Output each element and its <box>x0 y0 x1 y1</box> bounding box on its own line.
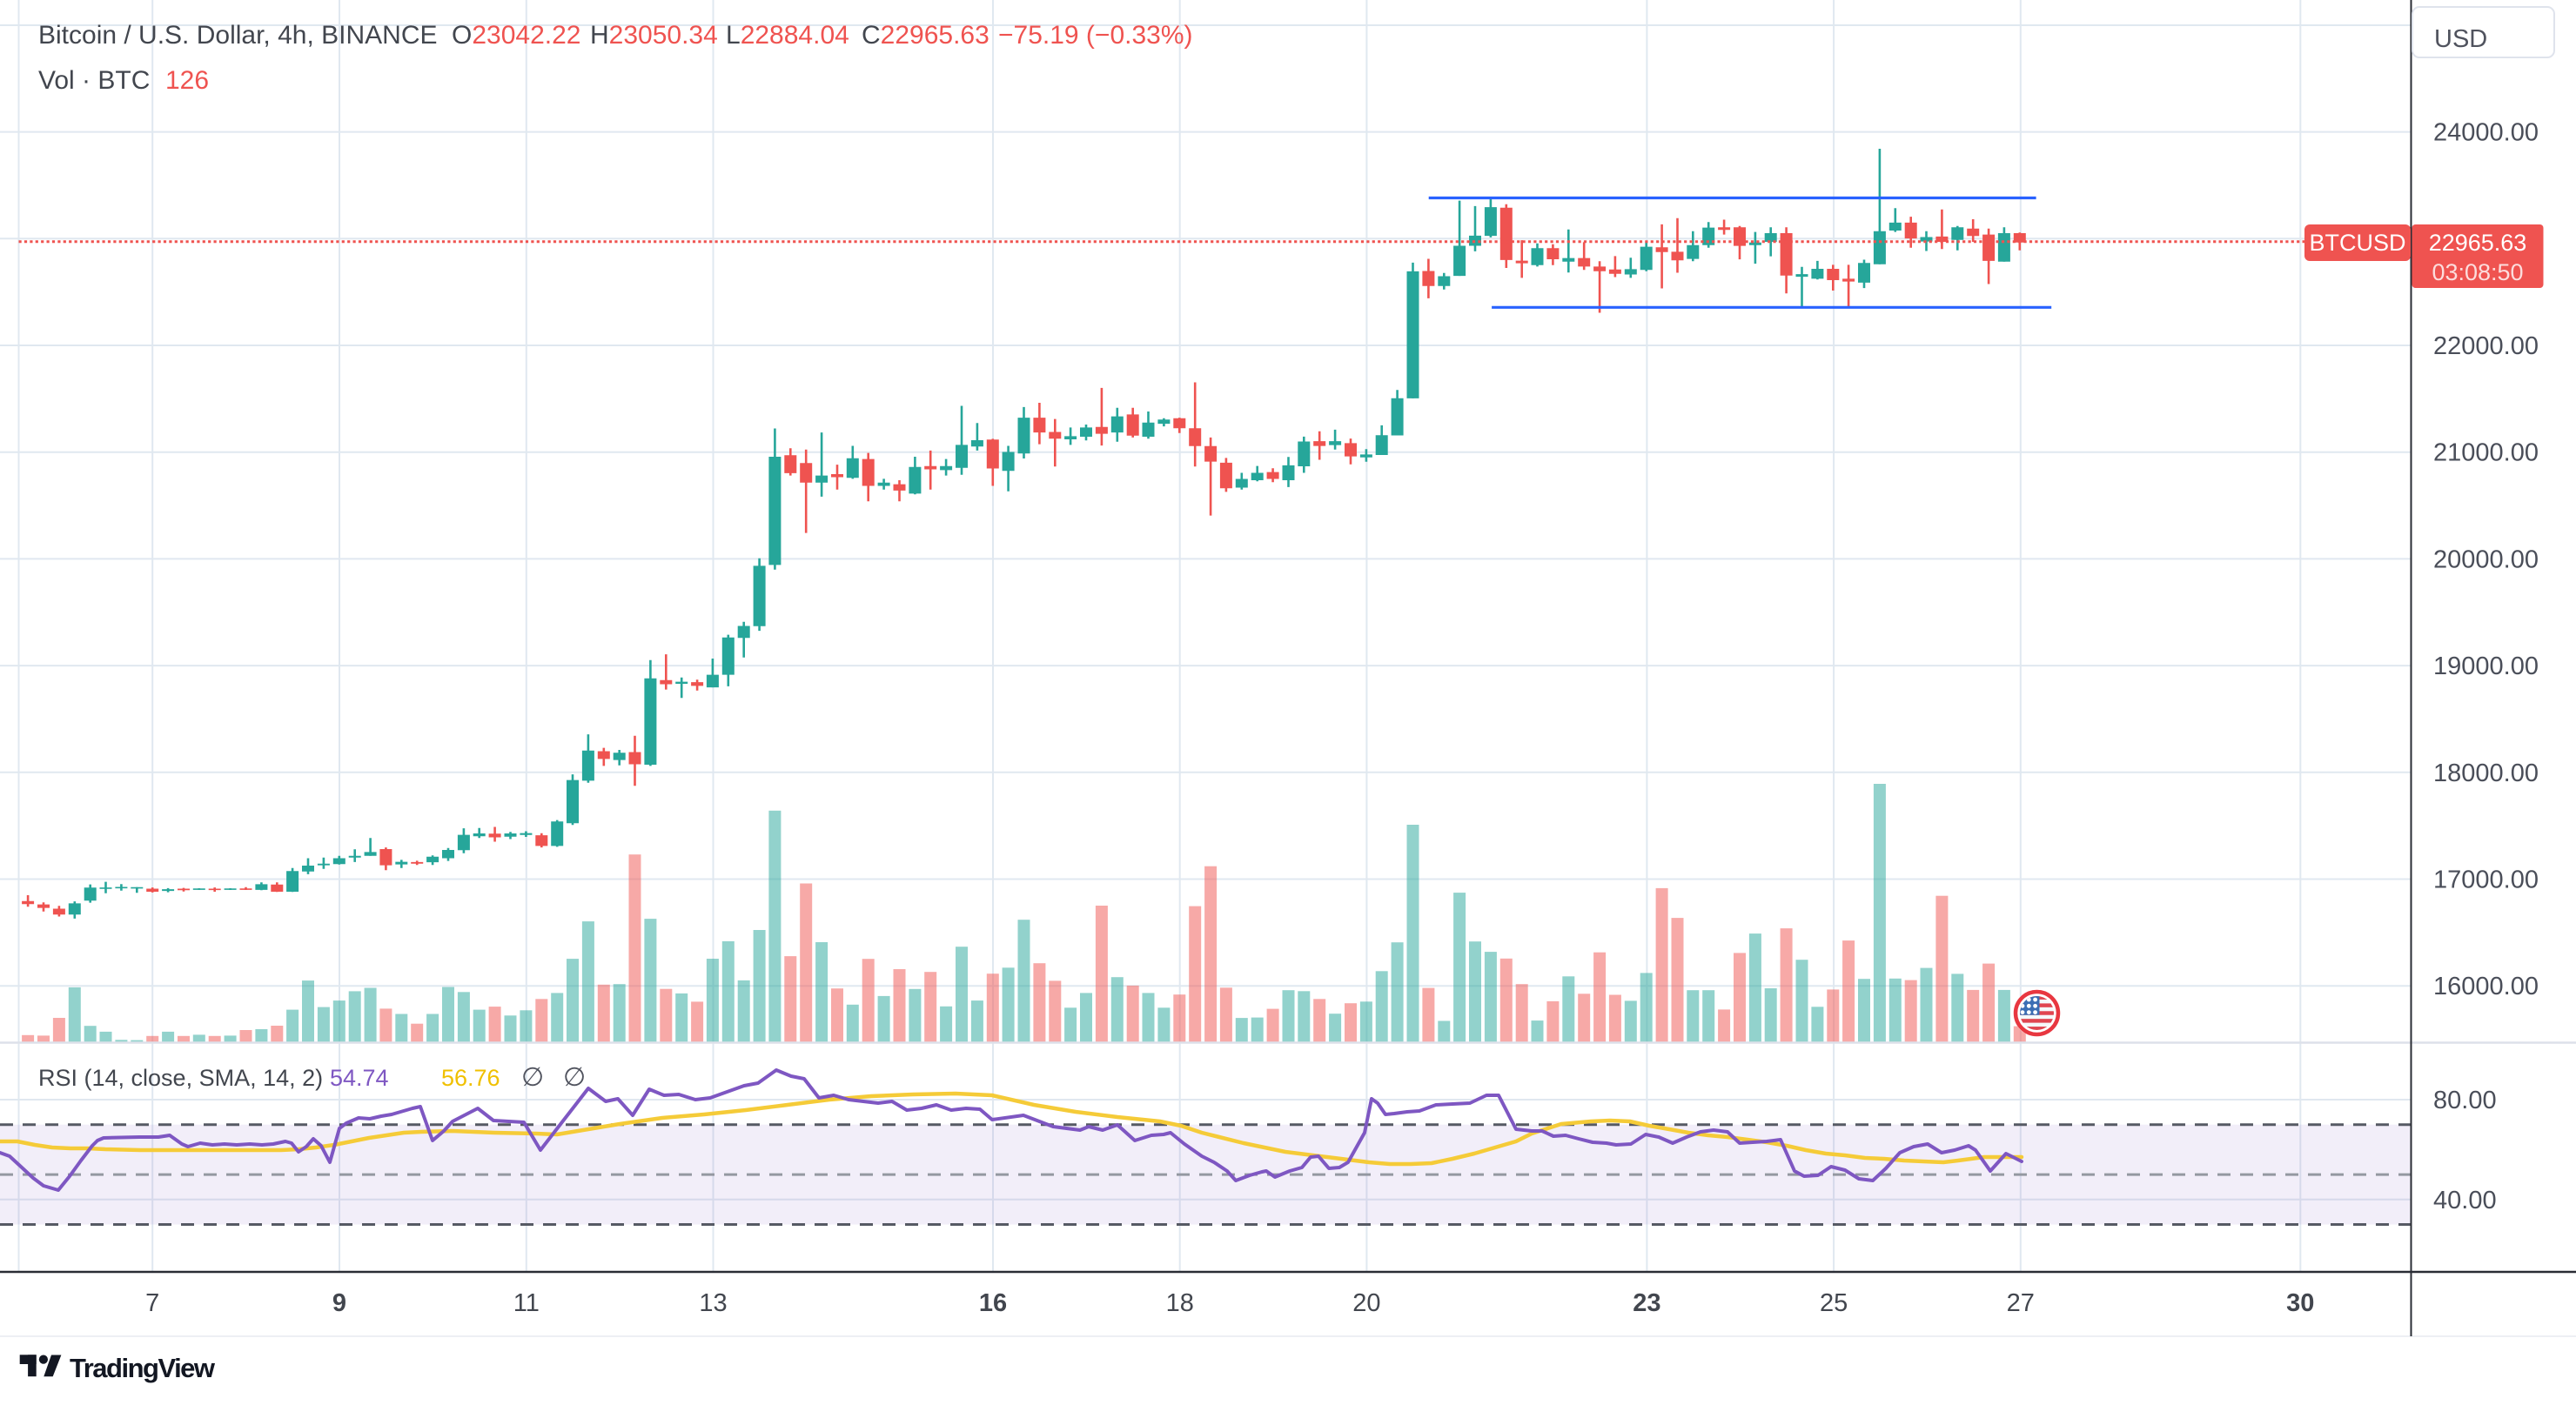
svg-text:BTCUSD: BTCUSD <box>2309 230 2405 256</box>
svg-text:54.74: 54.74 <box>330 1065 389 1091</box>
svg-text:22000.00: 22000.00 <box>2433 332 2539 360</box>
svg-text:O23042.22: O23042.22 <box>452 21 580 50</box>
svg-text:23: 23 <box>1633 1289 1660 1317</box>
svg-text:Vol · BTC: Vol · BTC <box>38 66 150 95</box>
svg-text:24000.00: 24000.00 <box>2433 119 2539 147</box>
svg-text:20: 20 <box>1352 1289 1380 1317</box>
svg-text:USD: USD <box>2434 25 2487 53</box>
svg-text:9: 9 <box>332 1289 346 1317</box>
svg-text:80.00: 80.00 <box>2433 1087 2497 1114</box>
svg-text:RSI (14, close, SMA, 14, 2): RSI (14, close, SMA, 14, 2) <box>38 1065 323 1091</box>
svg-text:03:08:50: 03:08:50 <box>2432 259 2523 285</box>
svg-text:25: 25 <box>1820 1289 1848 1317</box>
svg-text:−75.19 (−0.33%): −75.19 (−0.33%) <box>998 21 1193 50</box>
svg-text:21000.00: 21000.00 <box>2433 439 2539 467</box>
svg-text:18000.00: 18000.00 <box>2433 759 2539 787</box>
svg-text:∅: ∅ <box>521 1063 544 1092</box>
svg-text:11: 11 <box>513 1289 540 1317</box>
svg-text:18: 18 <box>1166 1289 1194 1317</box>
svg-text:C22965.63: C22965.63 <box>862 21 989 50</box>
svg-text:19000.00: 19000.00 <box>2433 652 2539 680</box>
svg-text:L22884.04: L22884.04 <box>726 21 849 50</box>
svg-text:22965.63: 22965.63 <box>2429 230 2527 256</box>
svg-text:56.76: 56.76 <box>441 1065 500 1091</box>
svg-text:20000.00: 20000.00 <box>2433 545 2539 573</box>
svg-text:40.00: 40.00 <box>2433 1187 2497 1214</box>
svg-text:126: 126 <box>165 66 209 95</box>
svg-text:16000.00: 16000.00 <box>2433 973 2539 1000</box>
svg-text:30: 30 <box>2286 1289 2314 1317</box>
svg-text:27: 27 <box>2007 1289 2035 1317</box>
svg-text:16: 16 <box>979 1289 1007 1317</box>
svg-text:H23050.34: H23050.34 <box>590 21 718 50</box>
svg-text:17000.00: 17000.00 <box>2433 866 2539 894</box>
svg-text:Bitcoin / U.S. Dollar, 4h, BIN: Bitcoin / U.S. Dollar, 4h, BINANCE <box>38 21 438 50</box>
svg-text:13: 13 <box>699 1289 727 1317</box>
svg-text:7: 7 <box>145 1289 159 1317</box>
svg-text:∅: ∅ <box>563 1063 586 1092</box>
svg-text:TradingView: TradingView <box>70 1353 216 1383</box>
